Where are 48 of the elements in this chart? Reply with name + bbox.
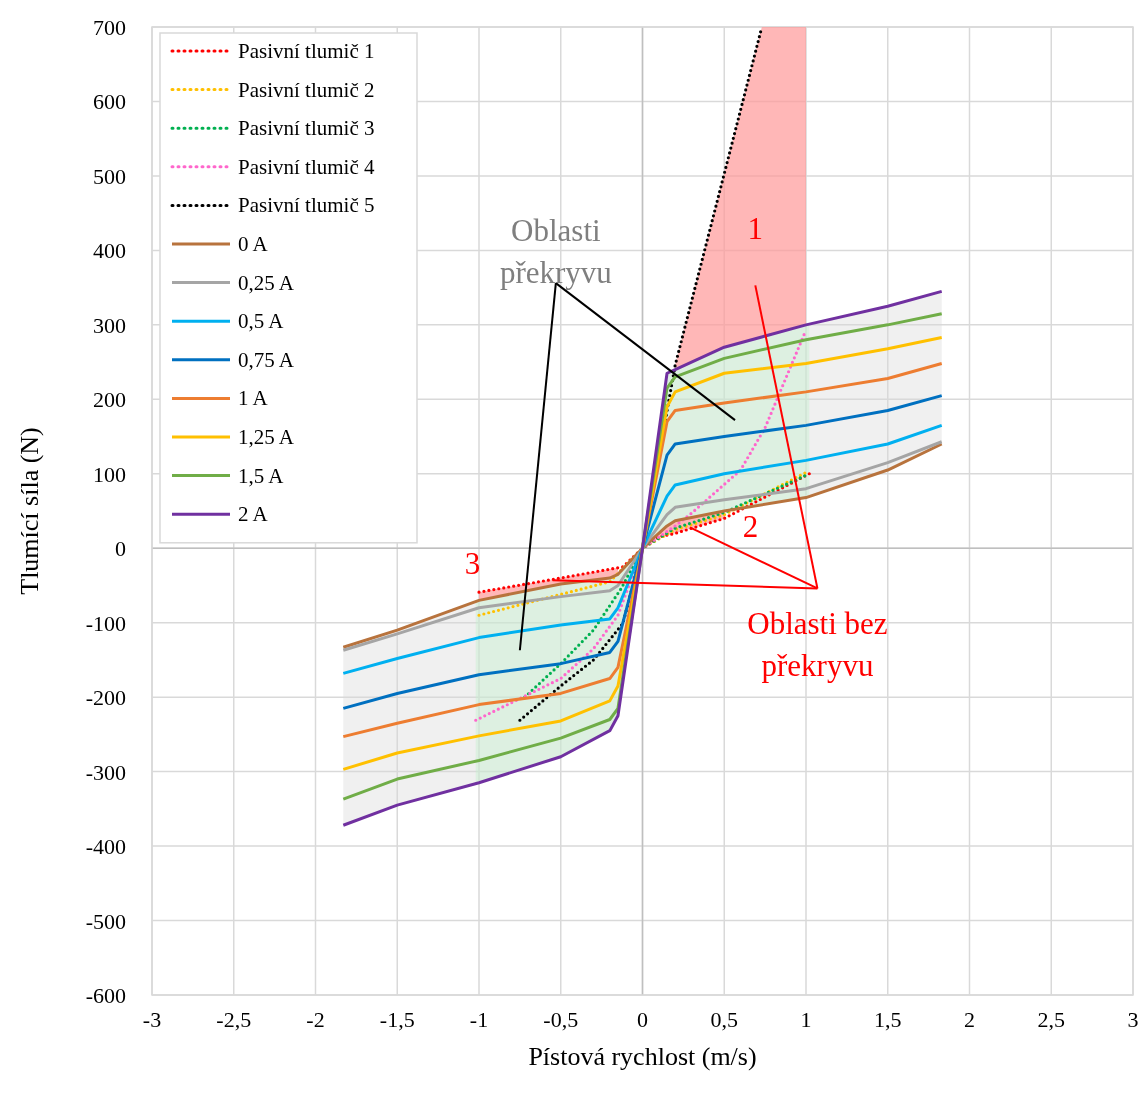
legend-label: Pasivní tlumič 1 bbox=[238, 39, 375, 63]
x-tick-label: 0,5 bbox=[710, 1007, 738, 1032]
y-tick-label: 300 bbox=[93, 312, 126, 338]
y-tick-label: -600 bbox=[85, 983, 126, 1008]
x-tick-label: -3 bbox=[142, 1007, 162, 1032]
annotation: 1 bbox=[747, 211, 764, 247]
y-tick-label: 700 bbox=[93, 15, 126, 40]
legend-label: Pasivní tlumič 4 bbox=[238, 154, 375, 179]
x-tick-label: 2,5 bbox=[1037, 1007, 1065, 1032]
legend-label: 1,5 A bbox=[238, 463, 285, 488]
legend-label: 2 A bbox=[238, 502, 269, 527]
y-tick-label: -100 bbox=[85, 610, 126, 636]
y-tick-label: -400 bbox=[85, 834, 126, 860]
legend-label: 0 A bbox=[238, 232, 269, 256]
legend-label: 1,25 A bbox=[238, 425, 295, 449]
y-tick-label: -500 bbox=[85, 908, 126, 934]
x-tick-label: -0,5 bbox=[543, 1007, 579, 1032]
x-tick-label: -2,5 bbox=[216, 1007, 252, 1032]
x-tick-label: 0 bbox=[637, 1007, 648, 1032]
x-tick-label: 1,5 bbox=[874, 1007, 902, 1032]
legend-label: Pasivní tlumič 2 bbox=[238, 77, 375, 102]
legend-label: Pasivní tlumič 5 bbox=[238, 193, 375, 218]
x-tick-label: 2 bbox=[964, 1007, 975, 1032]
x-tick-label: -2 bbox=[306, 1007, 325, 1032]
legend-label: 0,25 A bbox=[238, 270, 295, 295]
x-tick-label: -1 bbox=[469, 1007, 489, 1032]
x-axis-title: Pístová rychlost (m/s) bbox=[528, 1042, 757, 1071]
annotation: Oblasti překryvu bbox=[499, 212, 612, 290]
y-tick-label: 100 bbox=[93, 461, 126, 487]
y-tick-label: 200 bbox=[93, 387, 126, 413]
line-series bbox=[341, 394, 944, 710]
x-tick-label: -1,5 bbox=[379, 1007, 415, 1032]
y-tick-label: 600 bbox=[93, 89, 126, 115]
y-tick-label: 400 bbox=[93, 238, 126, 264]
annotation: 3 bbox=[464, 546, 481, 582]
legend-label: 1 A bbox=[238, 386, 269, 411]
x-tick-label: 1 bbox=[800, 1007, 812, 1032]
legend-label: 0,75 A bbox=[238, 347, 295, 372]
annotation: Oblasti bez překryvu bbox=[747, 605, 888, 683]
y-axis-title: Tlumící síla (N) bbox=[15, 427, 44, 595]
y-tick-label: -300 bbox=[85, 759, 126, 785]
legend-label: Pasivní tlumič 3 bbox=[238, 116, 375, 141]
y-tick-label: 500 bbox=[93, 163, 126, 189]
y-tick-label: -200 bbox=[85, 685, 126, 711]
x-tick-label: 3 bbox=[1127, 1007, 1139, 1032]
annotation: 2 bbox=[742, 509, 759, 545]
y-tick-label: 0 bbox=[115, 536, 126, 562]
legend-label: 0,5 A bbox=[238, 309, 285, 334]
